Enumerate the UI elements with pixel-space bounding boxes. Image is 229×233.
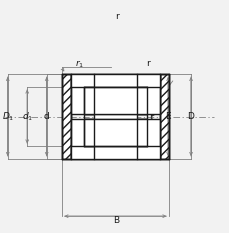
Polygon shape [84,87,146,114]
Text: D: D [187,112,194,121]
Text: $D_1$: $D_1$ [2,110,14,123]
Text: $B_3$: $B_3$ [109,126,121,139]
Text: r: r [114,12,118,21]
Polygon shape [84,119,159,146]
Polygon shape [61,74,71,159]
Polygon shape [84,87,159,114]
Polygon shape [71,74,159,87]
Polygon shape [71,146,159,159]
Polygon shape [71,87,146,114]
Polygon shape [71,146,159,159]
Text: F: F [148,112,153,121]
Text: $r_1$: $r_1$ [75,58,84,69]
Text: B: B [113,216,119,225]
Polygon shape [71,74,159,87]
Text: $d_1$: $d_1$ [22,110,33,123]
Polygon shape [71,119,146,146]
Polygon shape [159,74,169,159]
Text: d: d [44,112,49,121]
Text: E: E [165,112,170,121]
Text: r: r [145,59,149,68]
Polygon shape [93,74,137,159]
Polygon shape [84,119,146,146]
